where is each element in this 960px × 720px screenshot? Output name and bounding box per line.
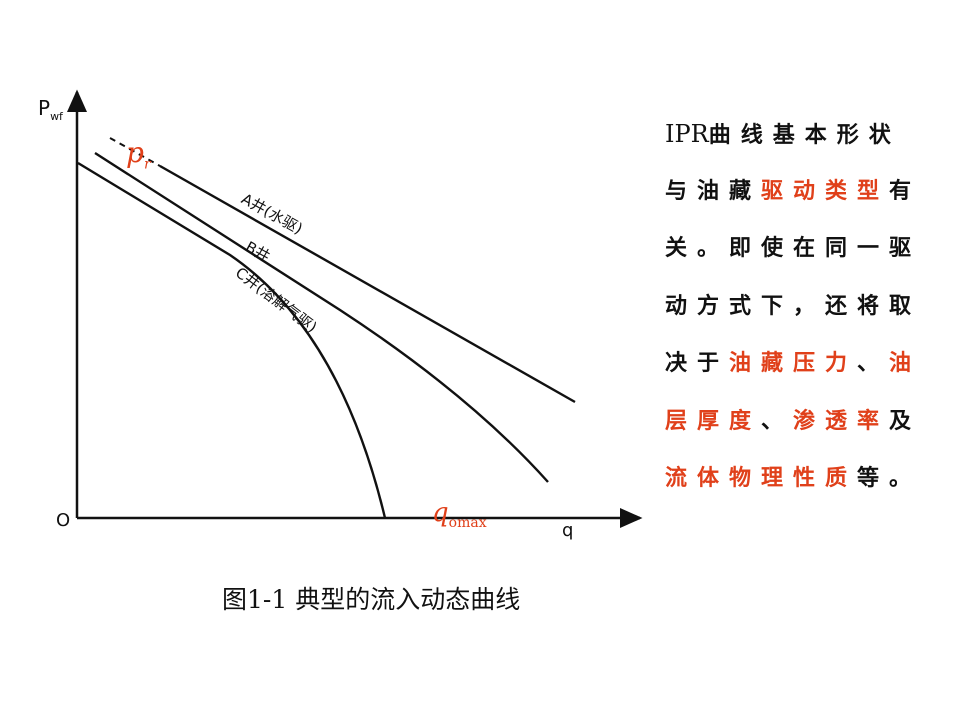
curve-a	[159, 164, 576, 404]
highlighted-text: 层厚度	[665, 408, 762, 434]
paragraph-line: 决于油藏压力、油	[665, 348, 935, 406]
paragraph-text: 与油藏	[665, 178, 762, 204]
paragraph-text: 及	[889, 408, 922, 434]
paragraph-text: 动方式下，还将取	[665, 293, 922, 319]
origin-label: O	[56, 510, 71, 531]
paragraph-text: 、	[857, 351, 890, 376]
highlighted-text: 油	[889, 351, 922, 376]
qomax-label: qomax	[432, 498, 487, 532]
paragraph-text: IPR	[665, 120, 709, 148]
y-axis-label: Pwf	[38, 96, 63, 123]
pr-label: pr	[126, 136, 151, 173]
curve-a-dashed-start	[109, 137, 161, 167]
paragraph-text: 关。即使在同一驱	[665, 236, 922, 261]
highlighted-text: 流体物理性质	[665, 466, 858, 491]
description-paragraph: IPR曲线基本形状 与油藏驱动类型有 关。即使在同一驱 动方式下，还将取 决于油藏压力、…	[665, 118, 935, 521]
paragraph-line: IPR曲线基本形状	[665, 118, 935, 176]
curve-c	[77, 161, 387, 519]
paragraph-text: 等。	[857, 466, 922, 491]
x-axis-label: q	[562, 520, 574, 541]
highlighted-text: 渗透率	[793, 408, 890, 434]
highlighted-text: 驱动类型	[761, 178, 890, 204]
paragraph-text: 决于	[665, 351, 730, 376]
paragraph-line: 动方式下，还将取	[665, 291, 935, 349]
paragraph-text: 有	[889, 178, 922, 204]
curve-b	[94, 151, 549, 483]
paragraph-line: 与油藏驱动类型有	[665, 176, 935, 234]
figure-caption: 图1-1 典型的流入动态曲线	[222, 585, 521, 614]
paragraph-text: 、	[761, 408, 794, 434]
paragraph-text: 曲线基本形状	[708, 123, 901, 148]
paragraph-line: 流体物理性质等。	[665, 463, 935, 521]
paragraph-line: 关。即使在同一驱	[665, 233, 935, 291]
paragraph-line: 层厚度、渗透率及	[665, 406, 935, 464]
highlighted-text: 油藏压力	[729, 351, 858, 376]
